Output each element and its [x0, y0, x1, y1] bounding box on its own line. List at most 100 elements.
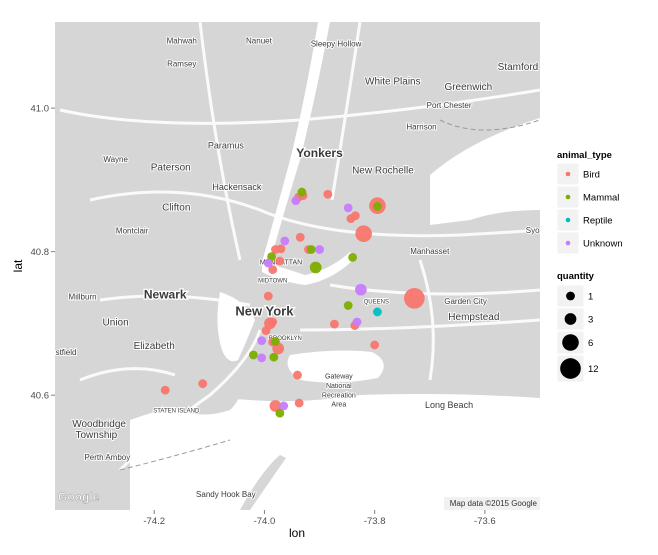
data-point-bird [263, 291, 273, 301]
size-legend-label: 3 [588, 315, 593, 326]
map-place-label: Recreation [322, 392, 356, 399]
legend-label: Mammal [583, 193, 619, 204]
map-place-label: New Rochelle [352, 165, 414, 176]
x-axis: -74.2 -74.0 -73.8 -73.6 [143, 510, 496, 527]
data-point-unknown [355, 283, 367, 296]
map-place-label: STATEN ISLAND [153, 408, 200, 414]
y-tick-label: 40.6 [31, 391, 50, 402]
map-place-label: Yonkers [296, 146, 343, 160]
data-point-reptile [373, 307, 382, 317]
legend-swatch-mammal [565, 194, 571, 200]
map-place-label: MIDTOWN [258, 279, 287, 285]
size-legend-circle [566, 291, 575, 301]
legend-swatch-reptile [565, 217, 571, 223]
data-points [160, 187, 425, 418]
map-panel: Mahwah Nanuet Sleepy Hollow Ramsey White Pla… [55, 22, 555, 510]
size-legend-label: 12 [588, 364, 599, 375]
data-point-bird [355, 225, 372, 243]
data-point-bird [295, 232, 305, 242]
data-point-mammal [348, 252, 358, 262]
map-place-label: Garden City [444, 297, 487, 306]
size-legend-circle [560, 358, 581, 379]
map-place-label: Ramsey [167, 59, 196, 68]
attribution-background [444, 497, 540, 510]
upper-bay [217, 292, 255, 362]
data-point-unknown [291, 196, 301, 206]
size-legend-title: quantity [557, 271, 595, 282]
map-place-label: Hackensack [212, 182, 262, 192]
x-tick-label: -74.2 [143, 516, 165, 527]
map-labels: Mahwah Nanuet Sleepy Hollow Ramsey White Pla… [55, 36, 555, 500]
staten-island [169, 364, 242, 415]
map-place-label: Sleepy Hollow [311, 39, 362, 48]
data-point-bird [269, 400, 282, 412]
legend-label: Reptile [583, 216, 613, 227]
data-point-bird [268, 317, 278, 327]
east-river [262, 252, 356, 285]
data-point-unknown [352, 317, 362, 327]
data-point-bird [268, 265, 278, 274]
sandy-hook [240, 455, 286, 510]
data-point-mammal [269, 352, 279, 362]
data-point-unknown [257, 336, 267, 346]
data-point-bird [261, 326, 271, 335]
legend-swatch-unknown [565, 240, 571, 246]
data-point-bird [294, 398, 304, 408]
data-point-unknown [280, 236, 290, 246]
map-place-label: Harrison [406, 123, 436, 132]
data-point-bird [271, 245, 280, 254]
data-point-mammal [267, 252, 276, 262]
hudson-river [262, 22, 330, 262]
size-legend-circle [562, 334, 579, 351]
long-island-sound [430, 118, 540, 225]
map-place-label: QUEENS [364, 299, 389, 305]
data-point-mammal [271, 336, 280, 346]
y-axis-title: lat [11, 259, 25, 272]
map-place-label: Newark [144, 287, 187, 301]
map-attribution[interactable]: Map data ©2015 Google [450, 499, 538, 508]
jamaica-bay [287, 350, 384, 383]
data-point-unknown [257, 353, 267, 363]
map-place-label: New York [235, 304, 294, 319]
data-point-unknown [263, 258, 273, 268]
y-tick-label: 41.0 [31, 104, 50, 115]
google-logo[interactable]: Google [58, 490, 100, 505]
map-place-label: National [326, 383, 352, 390]
map-place-label: Area [331, 402, 346, 409]
data-point-mammal [309, 261, 322, 274]
data-point-bird [293, 370, 302, 380]
map-place-label: Stamford [498, 62, 539, 73]
map-place-label: Port Chester [427, 101, 472, 110]
map-place-label: Sandy Hook Bay [196, 490, 256, 499]
legend-label: Bird [583, 170, 600, 181]
map-place-label: Nanuet [246, 37, 273, 46]
data-point-bird [198, 379, 208, 389]
map-place-label: Manhasset [410, 247, 450, 256]
map-place-label: stfield [56, 348, 77, 357]
map-place-label: Long Beach [425, 400, 473, 410]
map-place-label: Perth Amboy [84, 453, 130, 462]
data-point-bird [346, 214, 356, 224]
map-place-label: Hempstead [448, 312, 499, 323]
map-place-label: Montclair [116, 227, 149, 236]
state-borders [119, 119, 540, 471]
map-place-label: White Plains [365, 76, 421, 87]
data-point-bird [323, 189, 333, 199]
y-tick-label: 40.8 [31, 247, 50, 258]
legend-swatch-bird [565, 171, 571, 177]
x-tick-label: -73.8 [364, 516, 386, 527]
data-point-mammal [297, 187, 307, 197]
data-point-mammal [249, 350, 258, 360]
map-place-label: Syosset [526, 226, 555, 235]
size-legend: quantity 1 3 6 12 [556, 271, 599, 383]
data-point-bird [370, 340, 380, 350]
data-point-unknown [343, 203, 353, 213]
legend-label: Unknown [583, 239, 623, 250]
map-place-label: Gateway [325, 374, 353, 381]
data-point-bird [160, 385, 170, 395]
highways [59, 22, 540, 472]
atlantic-ocean [130, 394, 540, 510]
x-axis-title: lon [289, 526, 305, 540]
map-place-label: Union [103, 318, 129, 329]
map-place-label: BROOKLYN [269, 336, 302, 342]
